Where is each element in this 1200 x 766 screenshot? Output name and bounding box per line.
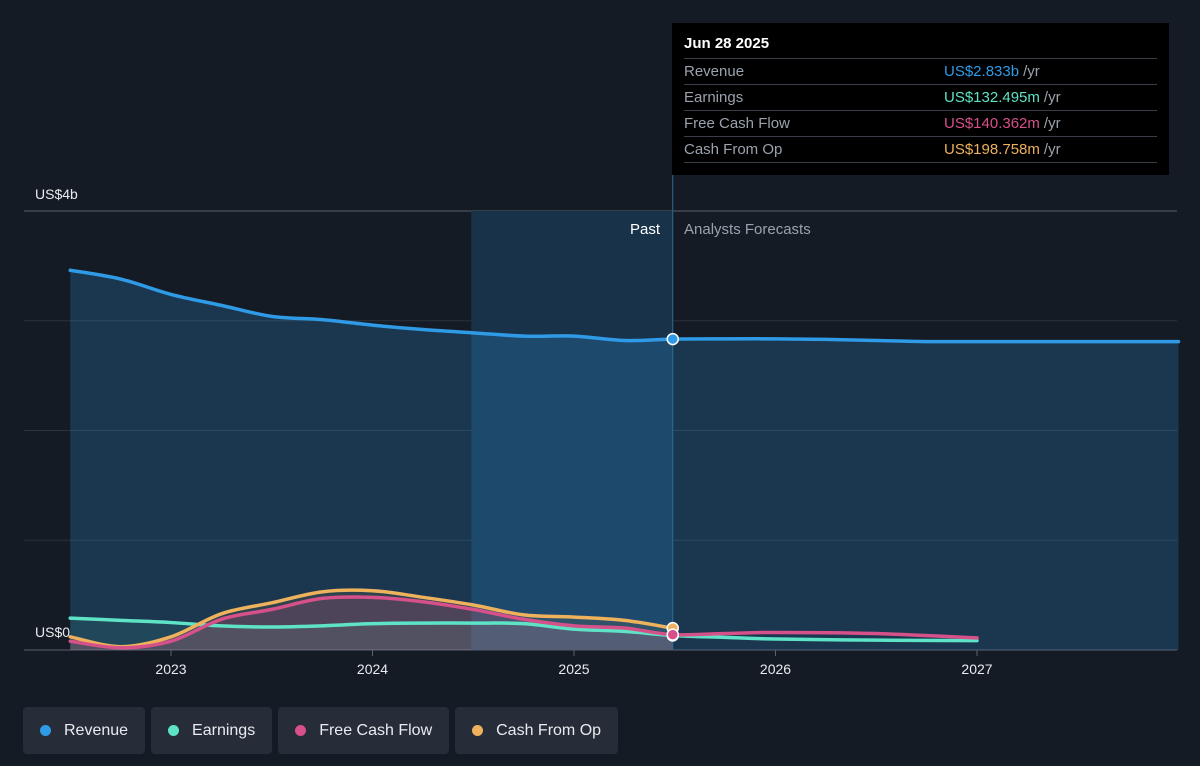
revenue-area-fill [70,270,1179,650]
forecast-label: Analysts Forecasts [684,221,811,238]
past-label: Past [630,221,661,238]
tooltip-row-earnings: Earnings US$132.495m /yr [684,84,1157,110]
series-markers [666,332,679,642]
legend-item-revenue[interactable]: Revenue [23,707,146,754]
tooltip-row-free-cash-flow: Free Cash Flow US$140.362m /yr [684,110,1157,136]
cash-from-op-area-fill [70,590,673,650]
tooltip-date: Jun 28 2025 [684,35,770,52]
free-cash-flow-line [68,595,979,650]
free-cash-flow-marker[interactable] [666,628,679,641]
legend-dot-icon [472,725,484,736]
tooltip-unit: /yr [1023,63,1040,80]
legend: Revenue Earnings Free Cash Flow Cash Fro… [23,707,619,754]
x-axis-ticks: 2023 2024 2025 2026 2027 [155,650,993,677]
legend-label: Cash From Op [496,721,602,739]
series-lines [68,268,1181,650]
legend-dot-icon [168,725,180,736]
legend-item-cash-from-op[interactable]: Cash From Op [455,707,619,754]
legend-label: Earnings [192,721,256,739]
tooltip-label: Cash From Op [684,141,783,158]
legend-dot-icon [295,725,307,736]
tooltip-value: US$2.833b [944,63,1020,80]
tooltip-unit: /yr [1043,141,1061,158]
x-tick-label: 2027 [961,661,992,677]
revenue-marker[interactable] [666,332,679,346]
earnings-line [68,616,979,643]
tooltip-label: Revenue [684,63,745,80]
tooltip-label: Free Cash Flow [684,115,790,132]
tooltip-row-revenue: Revenue US$2.833b /yr [684,58,1157,84]
tooltip-label: Earnings [684,89,744,106]
legend-label: Free Cash Flow [319,721,433,739]
tooltip-unit: /yr [1043,89,1061,106]
cash-from-op-line [68,588,675,649]
x-tick-label: 2026 [760,661,791,677]
legend-label: Revenue [64,721,129,739]
x-tick-label: 2024 [357,661,388,677]
tooltip-unit: /yr [1043,115,1061,132]
y-axis-bottom-label: US$0 [35,624,70,640]
y-axis-top-label: US$4b [35,186,78,202]
legend-dot-icon [40,725,51,736]
revenue-line [68,268,1181,344]
past-highlight-band [471,211,673,650]
x-tick-label: 2025 [558,661,589,677]
tooltip-value: US$140.362m [944,115,1040,132]
legend-item-free-cash-flow[interactable]: Free Cash Flow [278,707,450,754]
tooltip: Jun 28 2025 Revenue US$2.833b /yr Earnin… [672,23,1169,175]
tooltip-row-cash-from-op: Cash From Op US$198.758m /yr [684,136,1157,163]
tooltip-value: US$198.758m [944,141,1040,158]
legend-item-earnings[interactable]: Earnings [151,707,273,754]
tooltip-value: US$132.495m [944,89,1040,106]
x-tick-label: 2023 [155,661,186,677]
